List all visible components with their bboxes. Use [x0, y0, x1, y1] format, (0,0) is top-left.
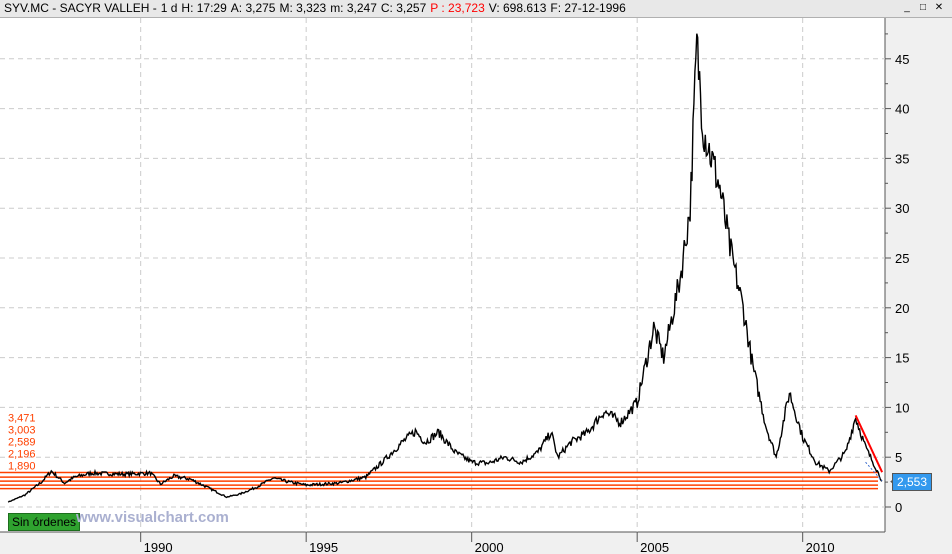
y-tick-label: 20 — [895, 301, 909, 316]
y-tick-label: 45 — [895, 52, 909, 67]
time-label: H: 17:29 — [181, 1, 227, 15]
y-tick-label: 30 — [895, 201, 909, 216]
x-axis-panel — [0, 532, 952, 554]
date-label: F: 27-12-1996 — [550, 1, 626, 15]
last-price-box: 2,553 — [892, 473, 933, 491]
x-tick-label: 2010 — [806, 540, 835, 554]
y-tick-label: 10 — [895, 400, 909, 415]
orders-badge[interactable]: Sin órdenes — [8, 513, 81, 531]
close-button[interactable]: ✕ — [934, 2, 944, 13]
level-label: 3,003 — [8, 424, 36, 436]
y-tick-label: 25 — [895, 251, 909, 266]
watermark: www.visualchart.com — [76, 509, 229, 526]
trend-line — [854, 414, 884, 473]
chart-header: SYV.MC - SACYR VALLEH -1 d H: 17:29 A: 3,2… — [0, 0, 952, 18]
interval-label: 1 d — [160, 1, 178, 15]
level-label: 2,196 — [8, 448, 36, 460]
x-tick-label: 2000 — [475, 540, 504, 554]
open-label: A: 3,275 — [230, 1, 276, 15]
x-tick-label: 1990 — [144, 540, 173, 554]
close-label: C: 3,257 — [380, 1, 427, 15]
level-label: 3,471 — [8, 412, 36, 424]
level-label: 2,589 — [8, 436, 36, 448]
maximize-button[interactable]: □ — [919, 2, 927, 13]
x-tick-label: 1995 — [309, 540, 338, 554]
symbol-label: SYV.MC - SACYR VALLEH - — [4, 1, 157, 15]
y-tick-label: 15 — [895, 351, 909, 366]
low-label: m: 3,247 — [330, 1, 377, 15]
high-label: M: 3,323 — [279, 1, 327, 15]
level-label: 1,890 — [8, 460, 36, 472]
volume-label: V: 698.613 — [488, 1, 547, 15]
y-tick-label: 0 — [895, 500, 902, 515]
y-tick-label: 35 — [895, 151, 909, 166]
projection-line — [865, 461, 883, 482]
y-axis-panel — [885, 18, 952, 554]
y-tick-label: 40 — [895, 102, 909, 117]
x-tick-label: 2005 — [640, 540, 669, 554]
price-chart[interactable]: 0 5 10 15 20 25 30 35 40 45 1990 1995 2000 2005 2010 3,… — [0, 18, 952, 554]
price-label: P : 23,723 — [430, 1, 485, 15]
minimize-button[interactable]: _ — [904, 2, 910, 13]
y-tick-label: 5 — [895, 450, 902, 465]
price-series-line — [7, 33, 883, 503]
